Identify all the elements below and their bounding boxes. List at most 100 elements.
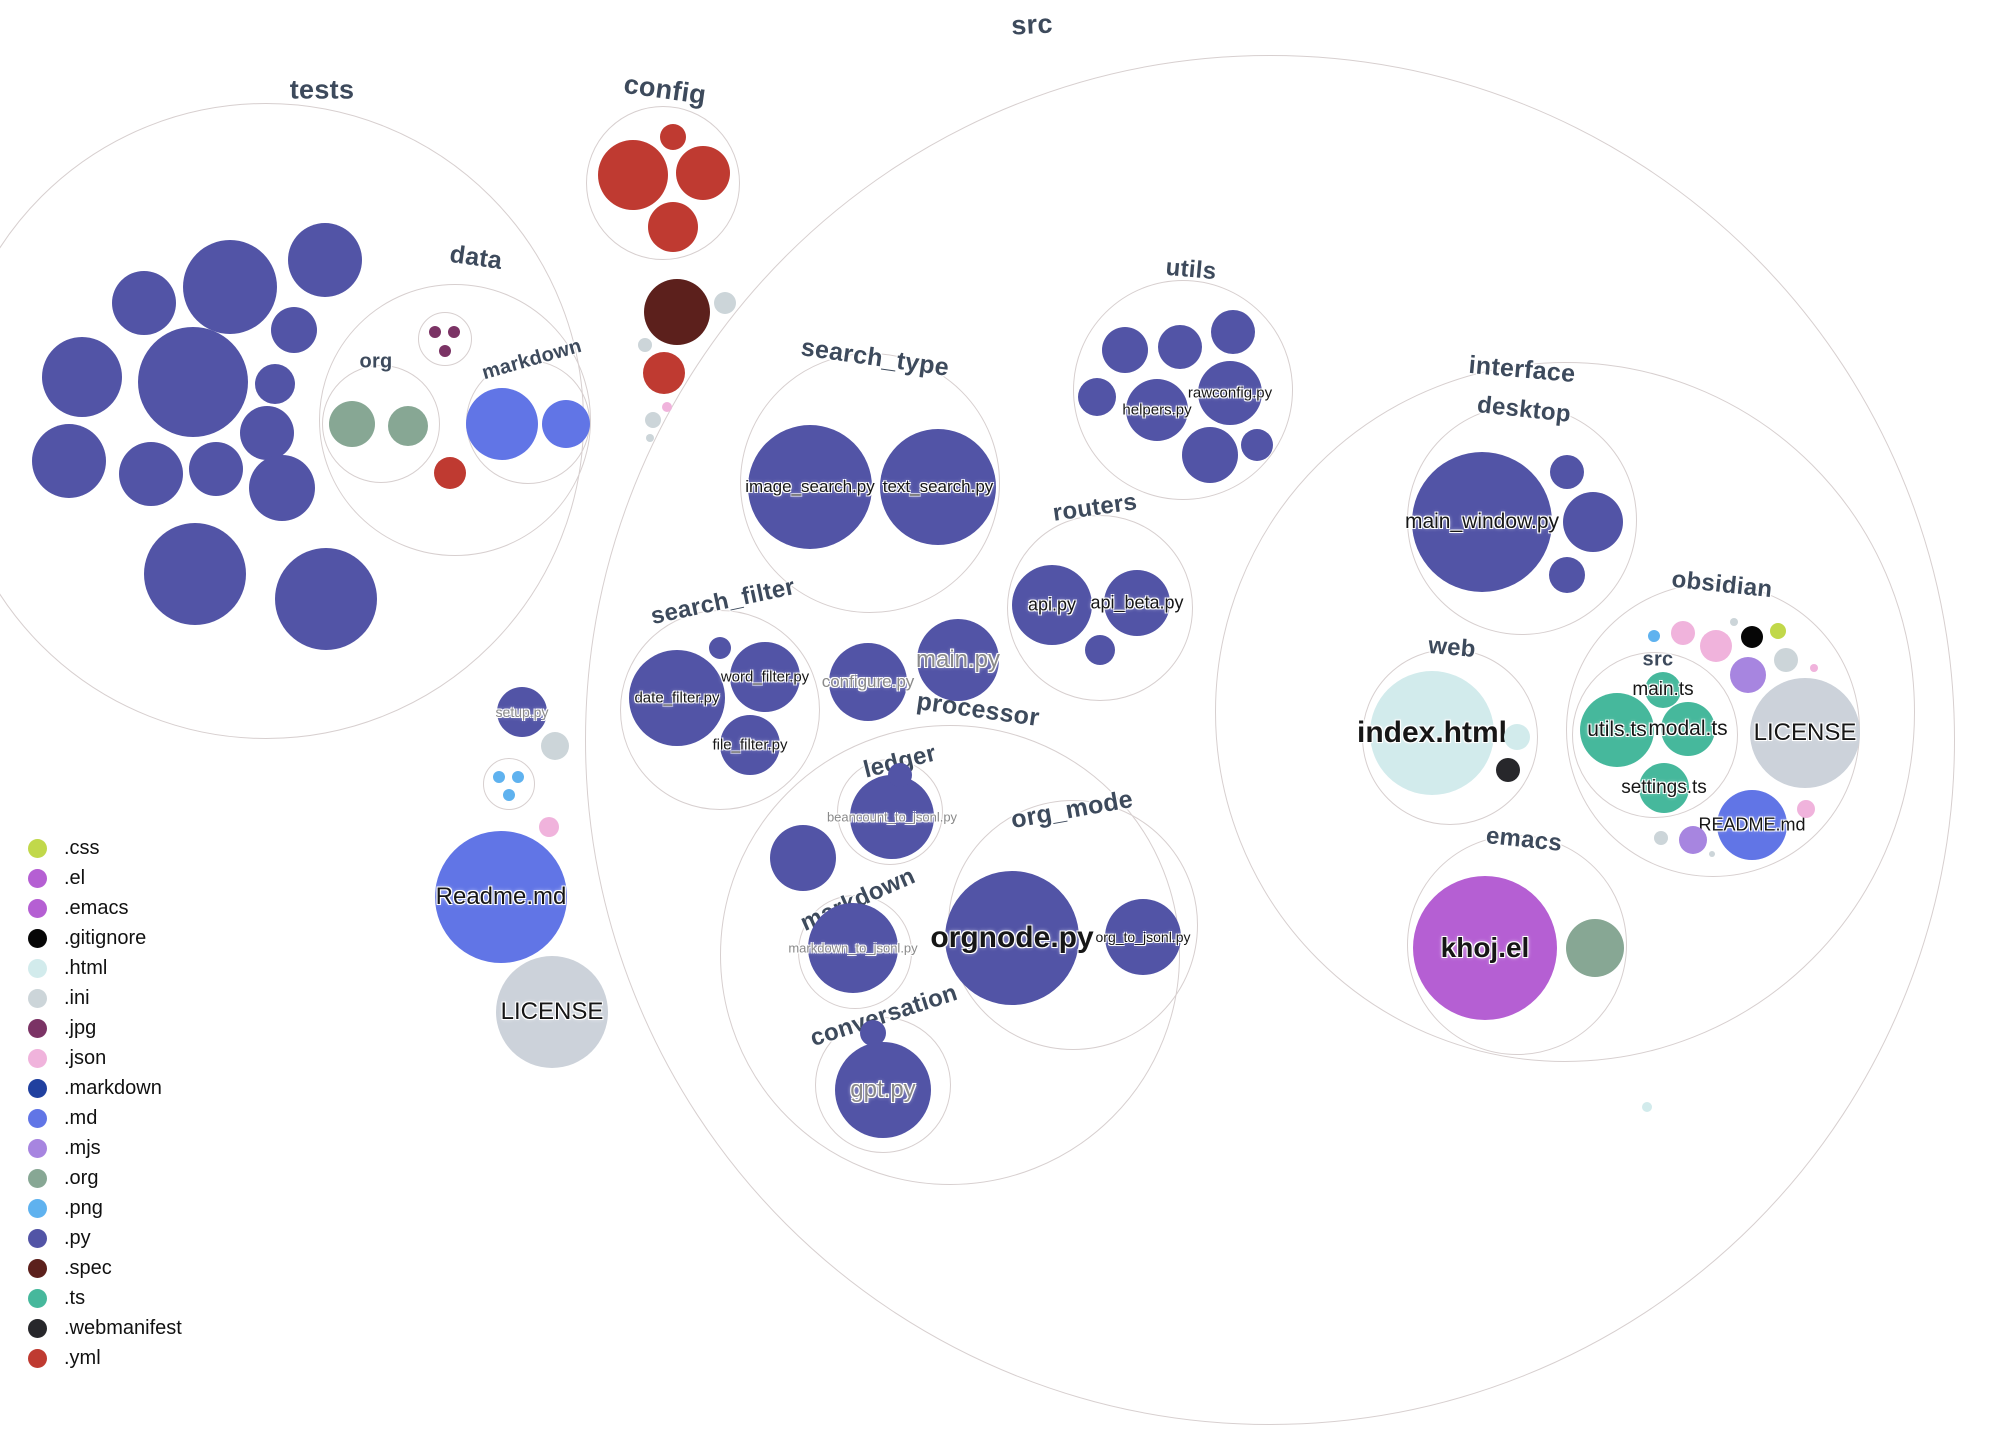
file-readme-md-label: README.md [1698, 814, 1806, 835]
file-word-filter-py-circle [730, 642, 800, 712]
file-ini-87-circle [1774, 648, 1798, 672]
file-ini-84-circle [1730, 618, 1738, 626]
legend-dot-ini-icon [28, 988, 47, 1008]
file-date-filter-py-label: date_filter.py [634, 689, 720, 707]
file-text-search-py-circle [880, 429, 996, 545]
file-configure-py-circle [829, 643, 907, 721]
file-yml-21-circle [434, 457, 466, 489]
file-ini-28-circle [638, 338, 652, 352]
file-markdown-to-jsonl-py-label: markdown_to_jsonl.py [788, 940, 918, 956]
legend-dot-py-icon [28, 1228, 47, 1248]
file-json-38-circle [539, 817, 559, 837]
file-py-69-circle [1550, 455, 1584, 489]
legend-item-md: .md [28, 1103, 97, 1133]
file-py-12-circle [144, 523, 246, 625]
file-api-beta-py-circle [1104, 570, 1170, 636]
legend-label-png: .png [64, 1196, 103, 1219]
file-khoj-el-circle [1413, 876, 1557, 1020]
folder-search_filter-circle [620, 610, 820, 810]
file-md-19-circle [466, 388, 538, 460]
file-jpg-15-circle [448, 326, 460, 338]
legend-label-el: .el [64, 866, 86, 889]
file-yml-22-circle [598, 140, 668, 210]
legend-dot-gitignore-icon [28, 928, 47, 948]
legend-item-markdown: .markdown [28, 1073, 162, 1103]
legend-dot-jpg-icon [28, 1018, 47, 1038]
file-py-2-circle [112, 271, 176, 335]
folder-utils-circle [1073, 280, 1293, 500]
legend-label-md: .md [64, 1106, 98, 1129]
folder-routers-circle [1007, 515, 1193, 701]
file-jpg-14-circle [429, 326, 441, 338]
file-py-13-circle [275, 548, 377, 650]
file-py-51-circle [1182, 427, 1238, 483]
legend-label-jpg: .jpg [64, 1016, 97, 1039]
legend-dot-emacs-icon [28, 898, 47, 918]
legend-dot-markdown-icon [28, 1078, 47, 1098]
file-org-17-circle [329, 401, 375, 447]
legend-item-ts: .ts [28, 1283, 85, 1313]
legend-dot-css-icon [28, 838, 47, 858]
legend-item-png: .png [28, 1193, 103, 1223]
file-utils-ts-label: utils.ts [1587, 718, 1647, 741]
file-license-label: LICENSE [500, 998, 604, 1025]
file-readme-md-circle [435, 831, 567, 963]
folder-emacs-circle [1407, 835, 1627, 1055]
file-py-52-circle [1241, 429, 1273, 461]
file-py-3-circle [42, 337, 122, 417]
file-settings-ts-circle [1639, 763, 1689, 813]
file-helpers-py-label: helpers.py [1122, 401, 1192, 419]
file-file-filter-py-circle [720, 715, 780, 775]
file-py-7-circle [240, 406, 294, 460]
legend-item-el: .el [28, 863, 85, 893]
file-py-9-circle [119, 442, 183, 506]
file-helpers-py-circle [1126, 379, 1188, 441]
folder-utils-label: utils [1164, 253, 1218, 286]
folder-search_type-circle [740, 353, 1000, 613]
file-yml-25-circle [648, 202, 698, 252]
file-date-filter-py-circle [629, 650, 725, 746]
legend-item-emacs: .emacs [28, 893, 128, 923]
file-yml-23-circle [660, 124, 686, 150]
file-png-36-circle [512, 771, 524, 783]
folder-data-jpg-circle [418, 312, 472, 366]
legend-dot-html-icon [28, 958, 47, 978]
file-ini-94-circle [1654, 831, 1668, 845]
file-py-10-circle [189, 442, 243, 496]
legend-dot-webmanifest-icon [28, 1318, 47, 1338]
legend-label-yml: .yml [64, 1346, 101, 1369]
file-py-62-circle [888, 763, 912, 787]
file-org-18-circle [388, 406, 428, 446]
file-py-47-circle [1211, 310, 1255, 354]
file-gitignore-85-circle [1741, 626, 1763, 648]
file-mjs-93-circle [1679, 826, 1707, 854]
file-org-to-jsonl-py-circle [1105, 899, 1181, 975]
file-image-search-py-label: image_search.py [745, 477, 875, 496]
file-ini-34-circle [541, 732, 569, 760]
folder-src-label: src [1010, 8, 1054, 41]
legend-item-org: .org [28, 1163, 98, 1193]
file-api-py-circle [1012, 565, 1092, 645]
file-py-8-circle [32, 424, 106, 498]
file-readme-md-label: Readme.md [435, 883, 567, 910]
legend-item-html: .html [28, 953, 107, 983]
legend-label-webmanifest: .webmanifest [64, 1316, 182, 1339]
folder-obsidian-src-circle [1572, 652, 1738, 818]
file-setup-py-label: setup.py [495, 704, 549, 720]
legend-label-spec: .spec [64, 1256, 112, 1279]
file-ini-95-circle [1709, 851, 1715, 857]
file-webmanifest-74-circle [1496, 758, 1520, 782]
folder-config-circle [586, 106, 740, 260]
legend-dot-org-icon [28, 1168, 47, 1188]
file-py-0-circle [183, 240, 277, 334]
file-readme-md-circle [1717, 790, 1787, 860]
file-word-filter-py-label: word_filter.py [720, 668, 810, 686]
file-md-20-circle [542, 400, 590, 448]
file-main-py-label: main.py [915, 646, 1001, 673]
file-py-46-circle [1158, 325, 1202, 369]
legend-dot-yml-icon [28, 1348, 47, 1368]
file-modal-ts-label: modal.ts [1648, 717, 1728, 740]
file-configure-py-label: configure.py [821, 672, 915, 691]
file-main-window-py-circle [1412, 452, 1552, 592]
